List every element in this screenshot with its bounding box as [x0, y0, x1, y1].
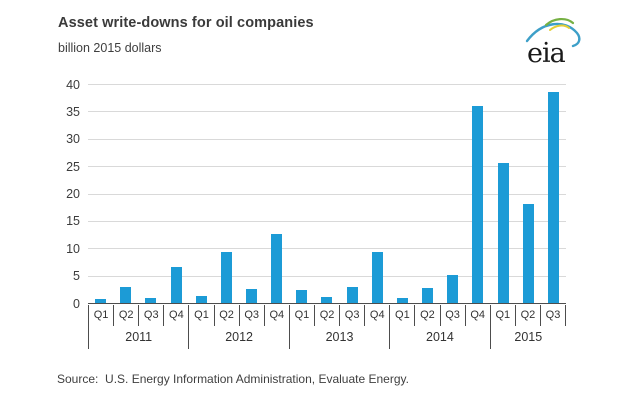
y-tick-label: 20: [66, 187, 80, 201]
bar: [145, 298, 157, 303]
quarter-label: Q2: [215, 305, 240, 326]
plot-area: [88, 84, 566, 304]
quarter-label: Q3: [340, 305, 366, 326]
quarter-label: Q4: [164, 305, 190, 326]
y-axis: 0 5 10 15 20 25 30 35 40: [28, 78, 80, 311]
gridline: [88, 248, 566, 250]
logo-swoosh-blue-icon: [525, 22, 581, 48]
bar-slot: [314, 85, 339, 303]
gridline: [88, 193, 566, 195]
quarter-label: Q1: [390, 305, 416, 326]
quarter-label: Q1: [189, 305, 215, 326]
bar: [220, 252, 232, 303]
year-label: 2014: [390, 326, 491, 349]
bars-layer: [88, 85, 566, 303]
quarter-label: Q3: [541, 305, 567, 326]
bar-slot: [264, 85, 289, 303]
bar-slot: [465, 85, 490, 303]
gridline: [88, 111, 566, 113]
y-tick-label: 0: [73, 296, 80, 311]
quarter-label: Q2: [516, 305, 541, 326]
bar: [246, 289, 258, 303]
year-label: 2013: [290, 326, 391, 349]
bar: [296, 290, 308, 303]
bar: [321, 297, 333, 303]
bar-slot: [340, 85, 365, 303]
bar-slot: [365, 85, 390, 303]
gridline: [88, 138, 566, 140]
bar-slot: [214, 85, 239, 303]
gridline: [88, 220, 566, 222]
quarter-label: Q4: [265, 305, 290, 326]
year-label: 2015: [514, 330, 543, 344]
x-axis-quarter-row: Q1 Q2 Q3 Q4 Q1 Q2 Q3 Q4 Q1 Q2 Q3 Q4 Q1 Q2 Q3 Q4 Q1 Q2 Q3: [88, 305, 567, 326]
gridline: [88, 275, 566, 277]
bar: [170, 267, 182, 303]
y-tick-label: 10: [66, 241, 80, 256]
bar: [472, 106, 484, 303]
bar-slot: [289, 85, 314, 303]
quarter-label: Q3: [139, 305, 165, 326]
gridline: [88, 84, 566, 85]
year-label: 2011: [89, 326, 190, 349]
bar-slot: [113, 85, 138, 303]
quarter-label: Q2: [315, 305, 341, 326]
y-tick-label: 15: [66, 214, 80, 229]
y-tick-label: 35: [66, 104, 80, 119]
y-tick-label: 25: [66, 159, 80, 174]
bar-slot: [189, 85, 214, 303]
bar-slot: [491, 85, 516, 303]
quarter-label: Q1: [290, 305, 315, 326]
quarter-label: Q2: [114, 305, 140, 326]
bar: [271, 234, 283, 303]
bar-slot: [390, 85, 415, 303]
bar: [422, 288, 434, 303]
bar: [371, 252, 383, 303]
bar: [346, 287, 358, 303]
x-axis-year-row: 2011 2012 2013 2014 2015: [88, 326, 566, 349]
bar: [447, 275, 459, 303]
quarter-label: Q1: [89, 305, 115, 326]
year-label: 2012: [189, 326, 290, 349]
bar-slot: [440, 85, 465, 303]
source-note: Source: U.S. Energy Information Administ…: [57, 372, 409, 386]
y-tick-label: 5: [73, 269, 80, 284]
chart-units-label: billion 2015 dollars: [58, 41, 162, 55]
quarter-label: Q3: [240, 305, 265, 326]
gridline: [88, 166, 566, 168]
quarter-label: Q1: [491, 305, 516, 326]
bar-slot: [163, 85, 188, 303]
logo-text: eia: [527, 38, 566, 69]
quarter-label: Q2: [415, 305, 441, 326]
bar-slot: [239, 85, 264, 303]
logo-swoosh-green-icon: [544, 18, 575, 27]
bar: [547, 92, 559, 303]
bar: [497, 163, 509, 303]
quarter-label: Q4: [466, 305, 491, 326]
quarter-label: Q4: [365, 305, 391, 326]
page-title: Asset write-downs for oil companies: [58, 15, 314, 31]
bar: [120, 287, 132, 303]
y-tick-label: 40: [66, 77, 80, 92]
quarter-label: Q3: [441, 305, 466, 326]
bar-slot: [415, 85, 440, 303]
bar-slot: [516, 85, 541, 303]
bar: [95, 299, 107, 303]
bar-slot: [541, 85, 566, 303]
bar: [522, 204, 534, 303]
bar-slot: [138, 85, 163, 303]
bar: [396, 298, 408, 303]
bar: [195, 296, 207, 303]
y-tick-label: 30: [66, 132, 80, 147]
logo-swoosh-yellow-icon: [549, 24, 570, 31]
bar-slot: [88, 85, 113, 303]
eia-logo: eia: [525, 18, 581, 69]
